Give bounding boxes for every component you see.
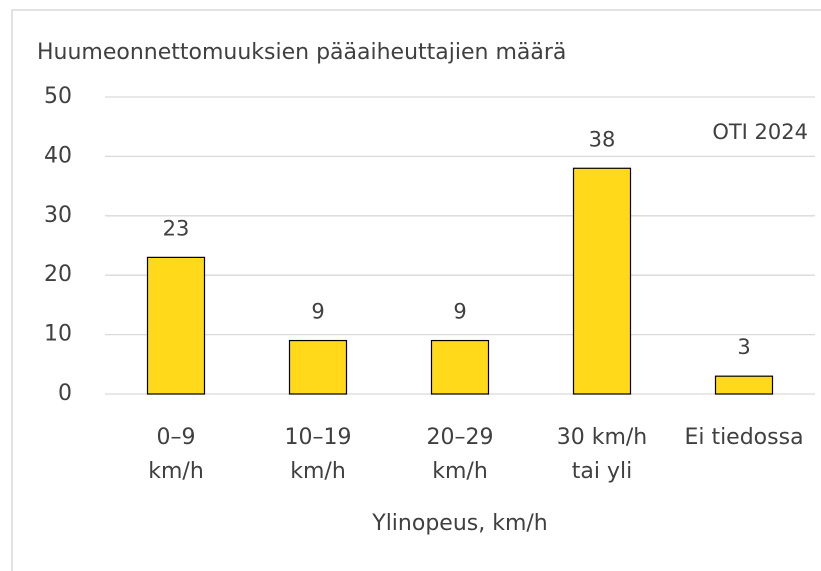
bar xyxy=(288,339,348,395)
chart-frame xyxy=(11,9,821,571)
bar xyxy=(572,167,632,395)
y-tick-label: 50 xyxy=(44,84,72,109)
x-tick-label: tai yli xyxy=(572,459,632,484)
x-tick-label: km/h xyxy=(148,459,204,484)
annotation: OTI 2024 xyxy=(712,120,808,144)
x-tick-label: km/h xyxy=(290,459,346,484)
x-tick-label: 20–29 xyxy=(427,425,494,450)
chart-title: Huumeonnettomuuksien pääaiheuttajien mää… xyxy=(37,40,566,65)
data-label: 38 xyxy=(589,127,616,151)
data-label: 9 xyxy=(453,300,466,324)
x-tick-label: 30 km/h xyxy=(557,425,648,450)
data-label: 3 xyxy=(737,335,750,359)
y-tick-label: 0 xyxy=(58,381,72,406)
y-tick-label: 20 xyxy=(44,262,72,287)
bar xyxy=(146,256,206,395)
y-tick-label: 40 xyxy=(44,143,72,168)
data-label: 9 xyxy=(311,300,324,324)
x-tick-label: 0–9 xyxy=(157,425,196,450)
data-label: 23 xyxy=(163,216,190,240)
y-tick-label: 30 xyxy=(44,203,72,228)
x-axis-label: Ylinopeus, km/h xyxy=(371,511,547,536)
x-tick-label: Ei tiedossa xyxy=(684,425,803,450)
bar xyxy=(430,339,490,395)
x-tick-label: km/h xyxy=(432,459,488,484)
bar xyxy=(714,375,774,395)
y-tick-label: 10 xyxy=(44,322,72,347)
x-tick-label: 10–19 xyxy=(285,425,352,450)
